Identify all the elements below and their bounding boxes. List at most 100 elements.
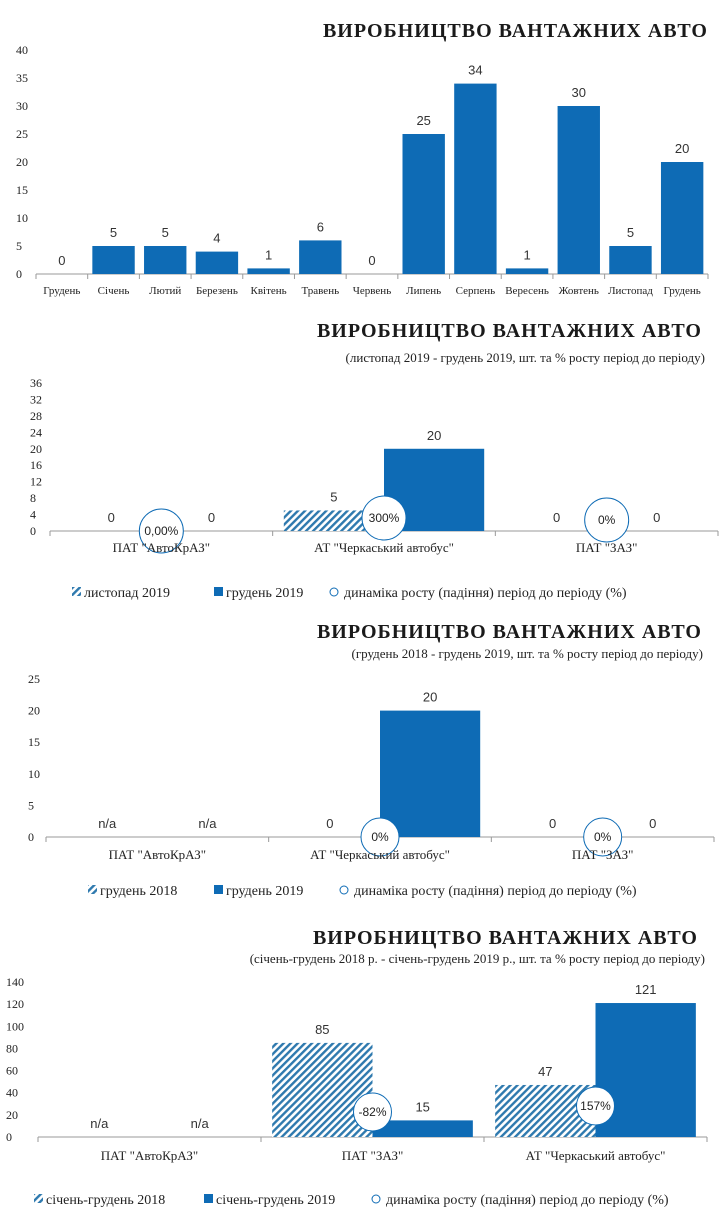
bar-value-label: 4 xyxy=(213,231,220,246)
bar-value-label: 0 xyxy=(368,253,375,268)
legend-label-series-1: січень-грудень 2018 xyxy=(46,1193,165,1208)
bar-value-label: 0 xyxy=(653,510,660,525)
chart-subtitle: (грудень 2018 - грудень 2019, шт. та % р… xyxy=(352,646,704,661)
legend-label-growth: динаміка росту (падіння) період до періо… xyxy=(386,1193,669,1208)
bar-value-label: 0 xyxy=(108,510,115,525)
y-tick-label: 24 xyxy=(30,425,42,439)
y-tick-label: 0 xyxy=(28,830,34,844)
y-tick-label: 28 xyxy=(30,409,42,423)
legend-swatch-growth xyxy=(339,885,349,895)
x-tick-label: ПАТ "ЗАЗ" xyxy=(342,1148,404,1163)
annual-2018-2019-chart: ВИРОБНИЦТВО ВАНТАЖНИХ АВТО (січень-груде… xyxy=(6,927,708,1208)
x-tick-label: АТ "Черкаський автобус" xyxy=(310,847,450,862)
y-tick-label: 20 xyxy=(6,1108,18,1122)
bar-value-label: 121 xyxy=(635,982,657,997)
x-tick-label: ПАТ "ЗАЗ" xyxy=(572,847,634,862)
bar-value-label: 30 xyxy=(572,85,586,100)
y-tick-label: 20 xyxy=(28,704,40,718)
growth-marker xyxy=(583,817,623,857)
bar-value-label: 47 xyxy=(538,1064,552,1079)
legend-label-series-1: листопад 2019 xyxy=(84,586,170,601)
y-tick-label: 36 xyxy=(30,376,42,390)
y-tick-label: 15 xyxy=(16,183,28,197)
y-tick-label: 20 xyxy=(16,155,28,169)
growth-marker xyxy=(138,508,184,554)
bar-value-label: 1 xyxy=(523,247,530,262)
y-tick-label: 5 xyxy=(28,798,34,812)
y-tick-label: 10 xyxy=(16,211,28,225)
growth-marker xyxy=(360,817,400,857)
x-tick-label: ПАТ "ЗАЗ" xyxy=(576,540,638,555)
bar-value-label: n/a xyxy=(98,816,117,831)
legend-label-series-1: грудень 2018 xyxy=(100,884,177,899)
bar xyxy=(660,162,704,274)
chart-title: ВИРОБНИЦТВО ВАНТАЖНИХ АВТО xyxy=(317,621,702,643)
bar-value-label: 5 xyxy=(110,225,117,240)
bar-value-label: 6 xyxy=(317,219,324,234)
growth-label: 0,00% xyxy=(144,524,178,538)
legend-label-growth: динаміка росту (падіння) період до періо… xyxy=(344,586,627,601)
growth-label: 0% xyxy=(594,830,612,844)
legend: листопад 2019 грудень 2019 динаміка росту … xyxy=(72,586,627,601)
bar-value-label: 34 xyxy=(468,63,482,78)
y-tick-label: 30 xyxy=(16,99,28,113)
legend: грудень 2018 грудень 2019 динаміка росту (… xyxy=(88,884,637,899)
bar-value-label: 0 xyxy=(208,510,215,525)
bar-value-label: 5 xyxy=(330,489,337,504)
legend: січень-грудень 2018 січень-грудень 2019 ди… xyxy=(34,1193,669,1208)
x-tick-label: Лютий xyxy=(149,285,181,297)
bar-value-label: 15 xyxy=(415,1099,429,1114)
bars: 0 0 0,00% ПАТ "АвтоКрАЗ" 5 20 300% АТ "Черкаськ… xyxy=(49,428,719,555)
y-axis: 0 5 10 15 20 25 30 35 40 xyxy=(16,43,28,281)
growth-label: 300% xyxy=(369,511,400,525)
x-tick-label: Березень xyxy=(196,285,238,297)
legend-label-series-2: січень-грудень 2019 xyxy=(216,1193,335,1208)
growth-label: 0% xyxy=(371,830,389,844)
bar-value-label: 5 xyxy=(627,225,634,240)
bar-value-label: n/a xyxy=(191,1116,210,1131)
x-tick-label: Вересень xyxy=(505,285,549,297)
legend-swatch-growth xyxy=(371,1194,381,1204)
y-tick-label: 16 xyxy=(30,458,42,472)
legend-swatch-series-1 xyxy=(72,587,81,596)
chart-title: ВИРОБНИЦТВО ВАНТАЖНИХ АВТО xyxy=(313,927,698,949)
y-tick-label: 0 xyxy=(30,524,36,538)
x-tick-label: Грудень xyxy=(664,285,701,297)
x-tick-label: ПАТ "АвтоКрАЗ" xyxy=(109,847,206,862)
y-tick-label: 0 xyxy=(16,267,22,281)
bars: n/a n/a ПАТ "АвтоКрАЗ" 85 15 -82% ПАТ "ЗАЗ" 47 1… xyxy=(37,982,708,1163)
y-axis: 0 5 10 15 20 25 xyxy=(28,672,40,844)
bar-value-label: 20 xyxy=(427,428,441,443)
x-tick-label: ПАТ "АвтоКрАЗ" xyxy=(113,540,210,555)
chart-title: ВИРОБНИЦТВО ВАНТАЖНИХ АВТО xyxy=(323,20,708,42)
y-tick-label: 4 xyxy=(30,508,36,522)
growth-label: 0% xyxy=(598,513,616,527)
bar-value-label: 0 xyxy=(649,816,656,831)
y-tick-label: 80 xyxy=(6,1041,18,1055)
y-tick-label: 35 xyxy=(16,71,28,85)
legend-label-growth: динаміка росту (падіння) період до періо… xyxy=(354,884,637,899)
bar xyxy=(402,134,445,274)
y-tick-label: 60 xyxy=(6,1064,18,1078)
bar-series-2 xyxy=(372,1120,473,1137)
bars: 0 Грудень 5 Січень 5 Лютий 4 Березень 1 Квітень 6 Т… xyxy=(35,63,709,297)
legend-swatch-series-1 xyxy=(88,885,97,894)
y-tick-label: 25 xyxy=(16,127,28,141)
bar-value-label: 20 xyxy=(675,141,689,156)
chart-title: ВИРОБНИЦТВО ВАНТАЖНИХ АВТО xyxy=(317,320,702,342)
x-tick-label: Січень xyxy=(98,285,130,297)
bar-value-label: 0 xyxy=(553,510,560,525)
bar xyxy=(144,246,187,274)
y-tick-label: 15 xyxy=(28,735,40,749)
legend-swatch-growth xyxy=(329,587,339,597)
y-tick-label: 120 xyxy=(6,997,24,1011)
legend-swatch-series-2 xyxy=(214,885,223,894)
bar-series-2 xyxy=(380,710,481,837)
y-tick-label: 10 xyxy=(28,767,40,781)
y-tick-label: 25 xyxy=(28,672,40,686)
bar xyxy=(92,246,135,274)
y-tick-label: 40 xyxy=(16,43,28,57)
legend-label-series-2: грудень 2019 xyxy=(226,586,303,601)
growth-marker xyxy=(584,497,630,543)
y-tick-label: 140 xyxy=(6,975,24,989)
